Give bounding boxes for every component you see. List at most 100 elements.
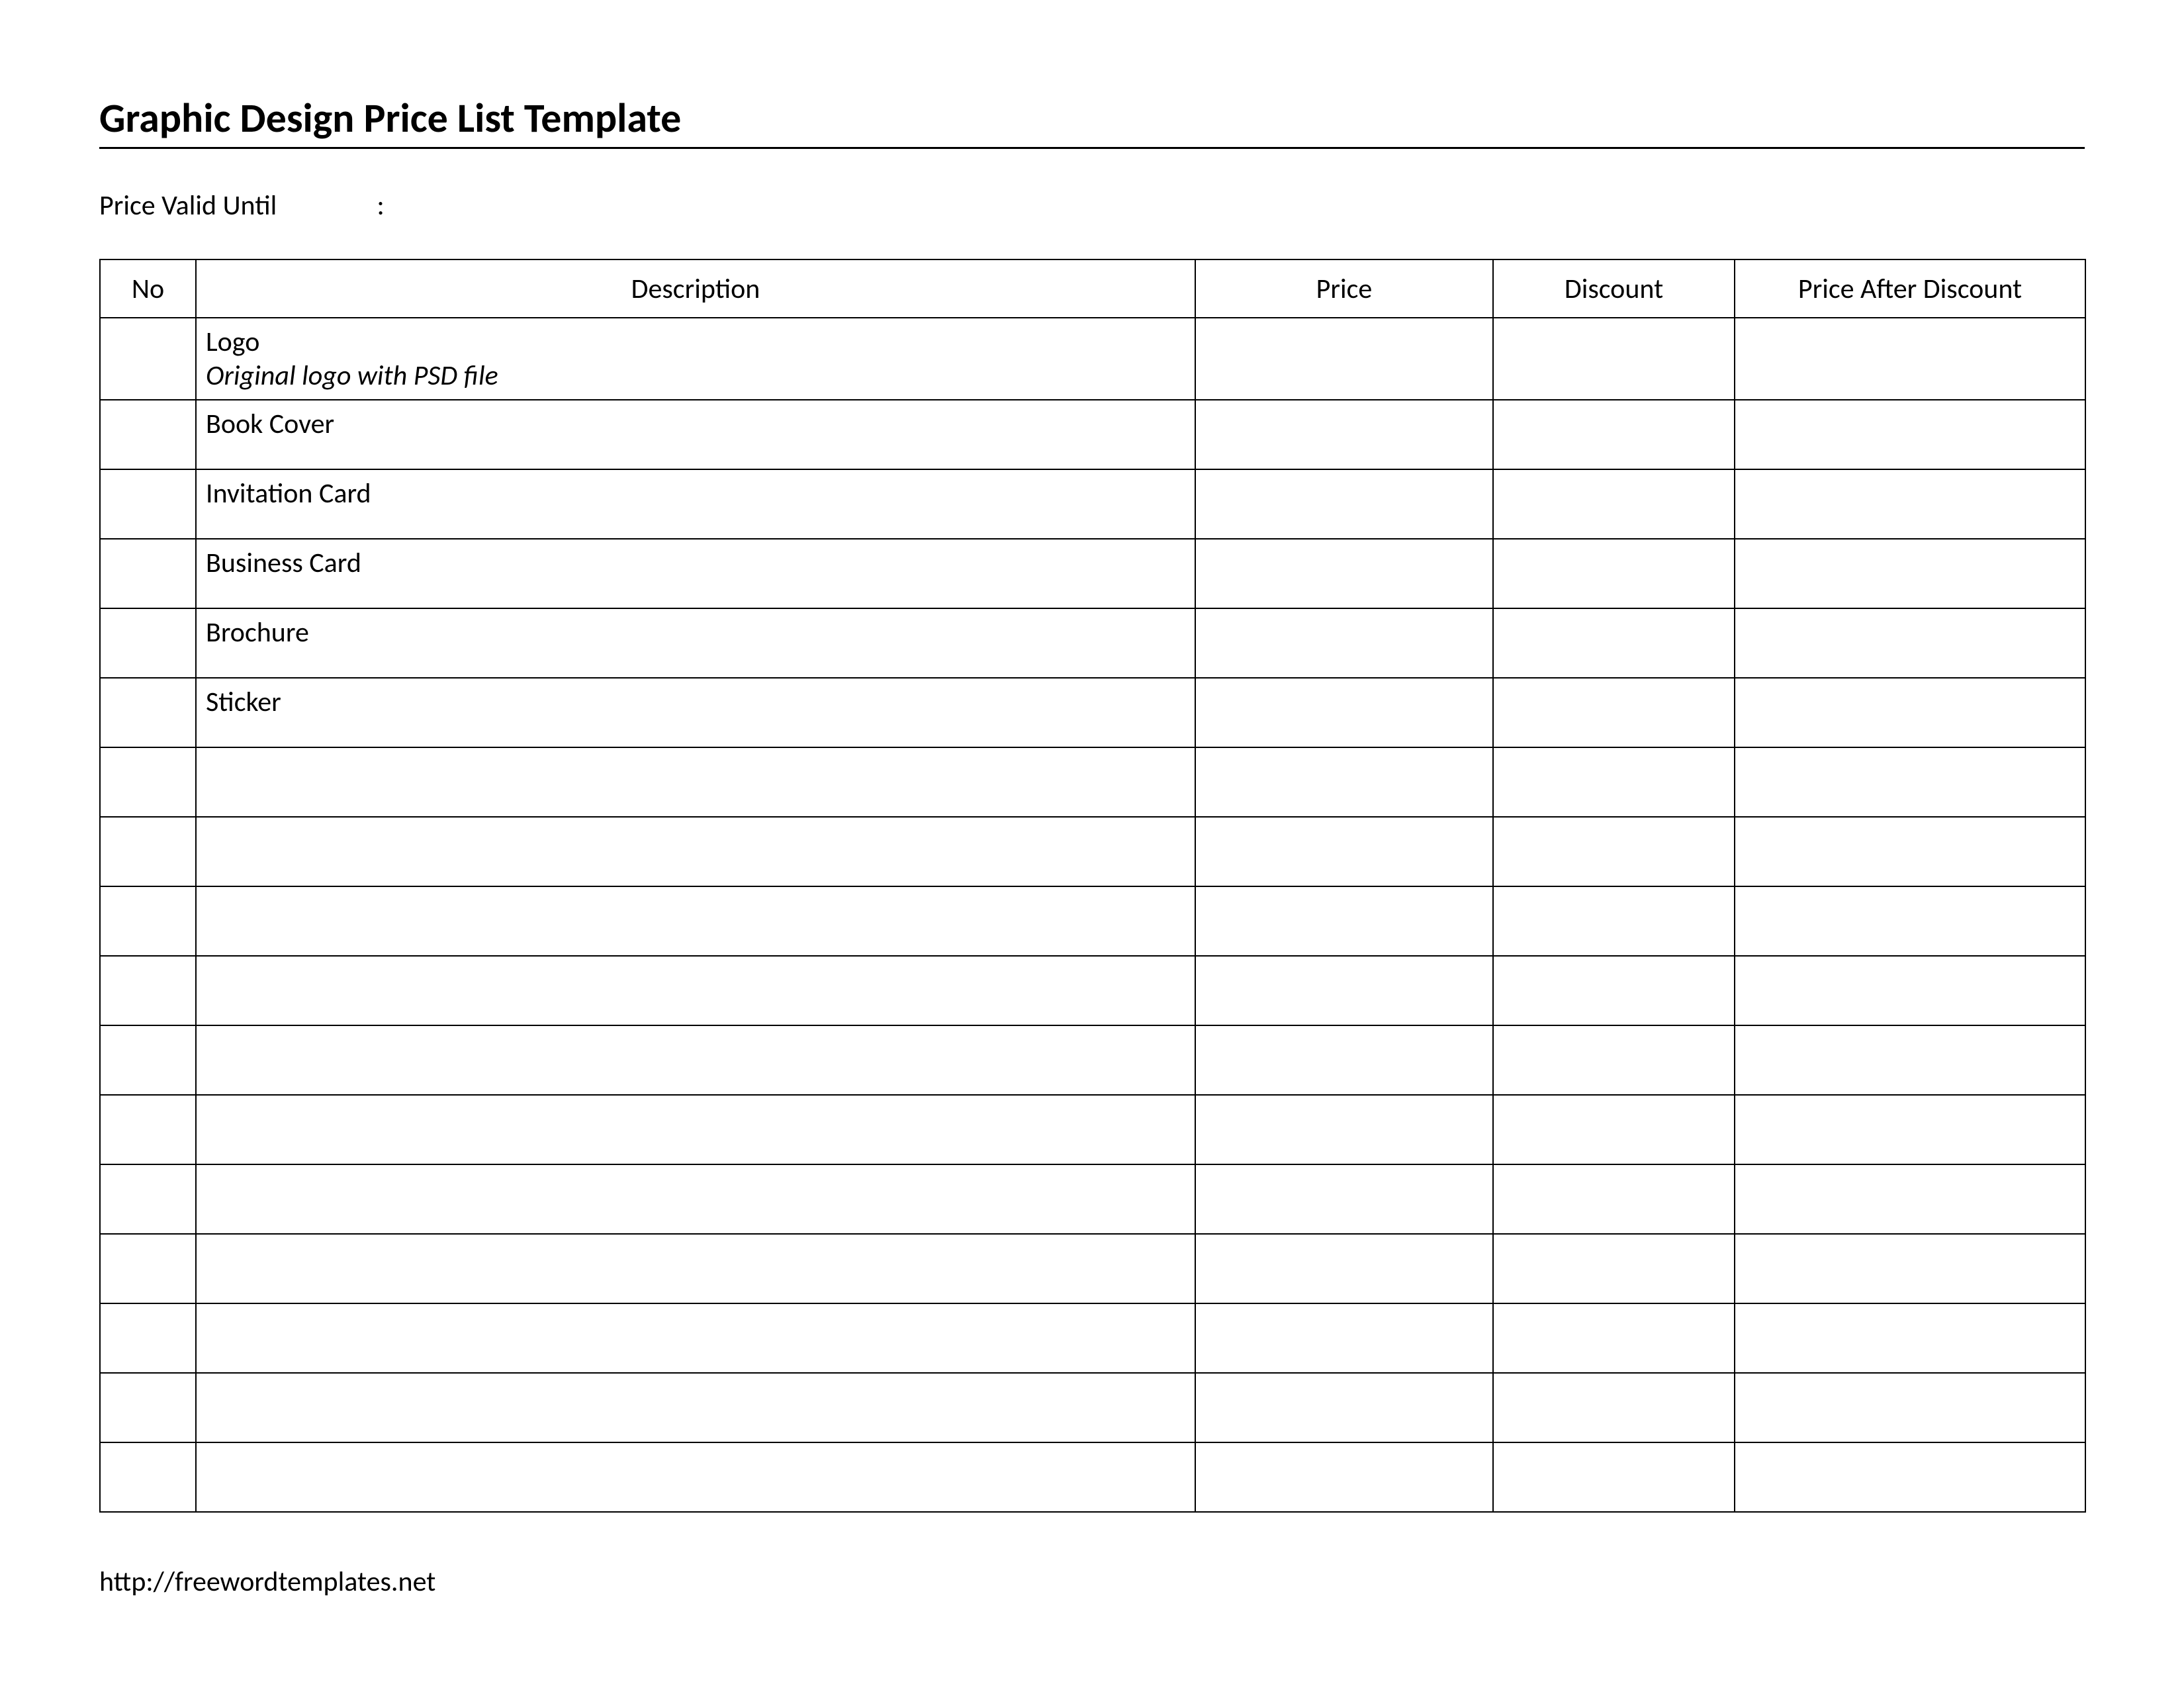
col-desc: Description (196, 259, 1195, 318)
cell-no (100, 1303, 196, 1373)
col-after: Price After Discount (1735, 259, 2085, 318)
table-row: Invitation Card (100, 469, 2085, 539)
price-table: No Description Price Discount Price Afte… (99, 259, 2086, 1513)
table-row (100, 1442, 2085, 1512)
table-row: Book Cover (100, 400, 2085, 469)
table-row (100, 747, 2085, 817)
cell-price (1195, 400, 1493, 469)
cell-price (1195, 817, 1493, 886)
table-row (100, 956, 2085, 1025)
cell-price (1195, 1164, 1493, 1234)
table-row: Business Card (100, 539, 2085, 608)
cell-no (100, 956, 196, 1025)
cell-price-after (1735, 469, 2085, 539)
description-main: Business Card (206, 546, 1185, 580)
table-header-row: No Description Price Discount Price Afte… (100, 259, 2085, 318)
cell-price (1195, 886, 1493, 956)
cell-no (100, 1025, 196, 1095)
cell-no (100, 678, 196, 747)
table-row (100, 1025, 2085, 1095)
cell-description: Sticker (196, 678, 1195, 747)
table-row (100, 1234, 2085, 1303)
cell-no (100, 608, 196, 678)
table-row (100, 886, 2085, 956)
validity-separator: : (377, 189, 385, 222)
cell-no (100, 400, 196, 469)
cell-description (196, 1442, 1195, 1512)
cell-description (196, 1095, 1195, 1164)
cell-description (196, 1373, 1195, 1442)
table-row: LogoOriginal logo with PSD file (100, 318, 2085, 400)
cell-price-after (1735, 1025, 2085, 1095)
cell-discount (1493, 400, 1735, 469)
cell-price (1195, 1373, 1493, 1442)
cell-no (100, 1442, 196, 1512)
cell-description: Book Cover (196, 400, 1195, 469)
cell-description: Invitation Card (196, 469, 1195, 539)
cell-no (100, 318, 196, 400)
cell-price-after (1735, 608, 2085, 678)
col-price: Price (1195, 259, 1493, 318)
cell-price-after (1735, 747, 2085, 817)
cell-description: Brochure (196, 608, 1195, 678)
cell-price-after (1735, 817, 2085, 886)
cell-price-after (1735, 1164, 2085, 1234)
validity-line: Price Valid Until : (99, 189, 2085, 222)
cell-price-after (1735, 400, 2085, 469)
description-main: Book Cover (206, 407, 1185, 441)
cell-no (100, 817, 196, 886)
cell-discount (1493, 539, 1735, 608)
cell-discount (1493, 1373, 1735, 1442)
cell-price (1195, 318, 1493, 400)
col-no: No (100, 259, 196, 318)
cell-price (1195, 539, 1493, 608)
cell-description (196, 886, 1195, 956)
description-main: Brochure (206, 616, 1185, 649)
cell-description (196, 747, 1195, 817)
page-title: Graphic Design Price List Template (99, 93, 2085, 149)
cell-discount (1493, 678, 1735, 747)
cell-discount (1493, 1025, 1735, 1095)
cell-price-after (1735, 678, 2085, 747)
cell-price (1195, 678, 1493, 747)
cell-price (1195, 956, 1493, 1025)
validity-label: Price Valid Until (99, 189, 371, 222)
cell-description: LogoOriginal logo with PSD file (196, 318, 1195, 400)
cell-price-after (1735, 1442, 2085, 1512)
table-row: Brochure (100, 608, 2085, 678)
cell-no (100, 539, 196, 608)
table-row (100, 1095, 2085, 1164)
cell-no (100, 1095, 196, 1164)
cell-discount (1493, 1303, 1735, 1373)
table-row (100, 817, 2085, 886)
cell-price (1195, 1025, 1493, 1095)
cell-price (1195, 1442, 1493, 1512)
cell-discount (1493, 608, 1735, 678)
cell-description: Business Card (196, 539, 1195, 608)
cell-description (196, 1164, 1195, 1234)
cell-discount (1493, 1234, 1735, 1303)
description-sub: Original logo with PSD file (206, 359, 1185, 393)
cell-description (196, 817, 1195, 886)
cell-no (100, 886, 196, 956)
cell-no (100, 1373, 196, 1442)
cell-no (100, 1234, 196, 1303)
cell-description (196, 1303, 1195, 1373)
description-main: Logo (206, 325, 1185, 359)
cell-price-after (1735, 956, 2085, 1025)
cell-price (1195, 1095, 1493, 1164)
cell-price (1195, 608, 1493, 678)
cell-price (1195, 469, 1493, 539)
cell-price (1195, 747, 1493, 817)
cell-discount (1493, 469, 1735, 539)
footer-url: http://freewordtemplates.net (99, 1565, 435, 1599)
cell-price-after (1735, 1095, 2085, 1164)
description-main: Sticker (206, 685, 1185, 719)
table-row (100, 1303, 2085, 1373)
cell-description (196, 1025, 1195, 1095)
cell-no (100, 1164, 196, 1234)
cell-price (1195, 1303, 1493, 1373)
table-row: Sticker (100, 678, 2085, 747)
table-row (100, 1373, 2085, 1442)
cell-price-after (1735, 886, 2085, 956)
